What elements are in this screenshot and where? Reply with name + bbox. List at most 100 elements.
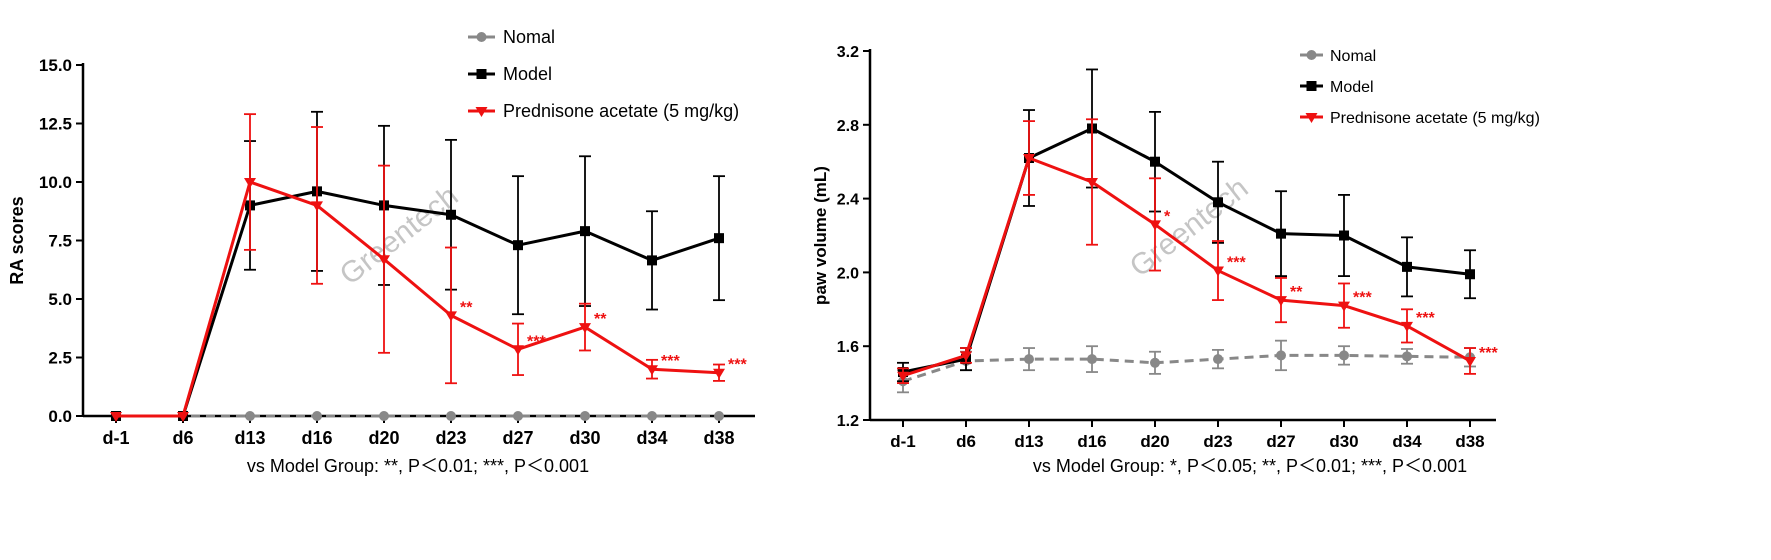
data-point (177, 412, 189, 422)
x-tick-label: d6 (172, 428, 193, 448)
y-tick-label: 2.5 (48, 349, 72, 368)
x-tick-label: d34 (636, 428, 667, 448)
legend-marker (1306, 81, 1317, 91)
y-tick-label: 2.8 (837, 118, 859, 135)
x-tick-label: d30 (1329, 432, 1358, 451)
series-line (902, 353, 1471, 383)
significance-label: ** (1290, 284, 1303, 301)
legend-label: Prednisone acetate (5 mg/kg) (503, 101, 739, 121)
data-point (1276, 350, 1286, 361)
x-tick-label: d20 (1140, 432, 1169, 451)
data-point (1150, 357, 1160, 368)
data-point (647, 255, 657, 266)
legend-label: Model (503, 64, 552, 84)
data-point (513, 240, 523, 251)
significance-label: *** (527, 333, 546, 350)
significance-label: *** (1479, 345, 1498, 362)
data-point (311, 201, 323, 212)
legend-marker (1305, 113, 1318, 123)
data-point (1087, 354, 1097, 365)
significance-label: * (1164, 208, 1171, 225)
x-tick-label: d13 (234, 428, 265, 448)
x-tick-label: d30 (569, 428, 600, 448)
data-point (714, 233, 724, 244)
significance-label: *** (1353, 290, 1372, 307)
x-tick-label: d38 (703, 428, 734, 448)
y-axis-label: RA scores (7, 196, 27, 284)
legend-marker (475, 107, 488, 117)
significance-label: ** (594, 311, 607, 328)
data-point (513, 411, 523, 421)
significance-label: *** (661, 353, 680, 370)
y-tick-label: 3.2 (837, 44, 859, 61)
data-point (646, 365, 658, 376)
data-point (1464, 356, 1476, 367)
significance-label: *** (728, 357, 747, 374)
data-point (1086, 177, 1098, 188)
legend: Nomal Model Prednisone acetate (5 mg/kg) (468, 27, 739, 121)
x-tick-label: d27 (1266, 432, 1295, 451)
series-line (902, 156, 1471, 378)
data-point (580, 411, 590, 421)
data-point (1402, 351, 1412, 362)
y-tick-label: 5.0 (48, 290, 72, 309)
data-point (512, 345, 524, 356)
data-point (446, 411, 456, 421)
y-tick-label: 1.6 (837, 339, 859, 356)
data-point (446, 209, 456, 220)
x-tick-label: d16 (1077, 432, 1106, 451)
significance-label: ** (460, 299, 473, 316)
data-point (1402, 261, 1412, 272)
data-point (647, 411, 657, 421)
data-point (1213, 197, 1223, 208)
significance-label: *** (1227, 255, 1246, 272)
significance-label: *** (1416, 310, 1435, 327)
y-tick-label: 15.0 (39, 56, 72, 75)
data-point (1338, 301, 1350, 312)
footnote: vs Model Group: **, P＜0.01; ***, P＜0.001 (247, 456, 589, 476)
data-point (1275, 296, 1287, 307)
data-point (1401, 321, 1413, 332)
y-tick-label: 12.5 (39, 115, 72, 134)
legend-label: Prednisone acetate (5 mg/kg) (1330, 110, 1540, 127)
series-prednisone: ********** *** (110, 113, 747, 422)
y-tick-label: 2.4 (837, 192, 859, 209)
data-point (1276, 228, 1286, 239)
data-point (580, 226, 590, 237)
data-point (244, 178, 256, 188)
data-point (897, 371, 909, 382)
x-tick-label: d23 (435, 428, 466, 448)
data-point (1213, 354, 1223, 365)
legend-label: Model (1330, 79, 1374, 96)
data-point (960, 351, 972, 362)
y-tick-label: 2.0 (837, 265, 859, 282)
data-point (1024, 354, 1034, 365)
x-tick-label: d-1 (890, 432, 916, 451)
data-point (378, 255, 390, 266)
data-point (1212, 266, 1224, 277)
x-tick-label: d16 (301, 428, 332, 448)
x-tick-label: d34 (1392, 432, 1422, 451)
series-nomal (897, 339, 1476, 394)
x-tick-label: d20 (368, 428, 399, 448)
data-point (1339, 350, 1349, 361)
data-point (1465, 269, 1475, 280)
data-point (579, 323, 591, 334)
data-point (445, 311, 457, 322)
x-tick-label: d27 (502, 428, 533, 448)
legend-marker (476, 69, 487, 79)
data-point (1339, 230, 1349, 241)
legend-marker (476, 32, 487, 42)
footnote: vs Model Group: *, P＜0.05; **, P＜0.01; *… (1033, 456, 1467, 476)
y-tick-label: 7.5 (48, 232, 72, 251)
x-tick-label: d6 (956, 432, 976, 451)
data-point (110, 412, 122, 422)
series-prednisone: ****** ********* (897, 118, 1498, 385)
y-axis-label: paw volume (mL) (811, 166, 830, 305)
data-point (312, 411, 322, 421)
data-point (379, 411, 389, 421)
legend-marker (1306, 50, 1317, 60)
